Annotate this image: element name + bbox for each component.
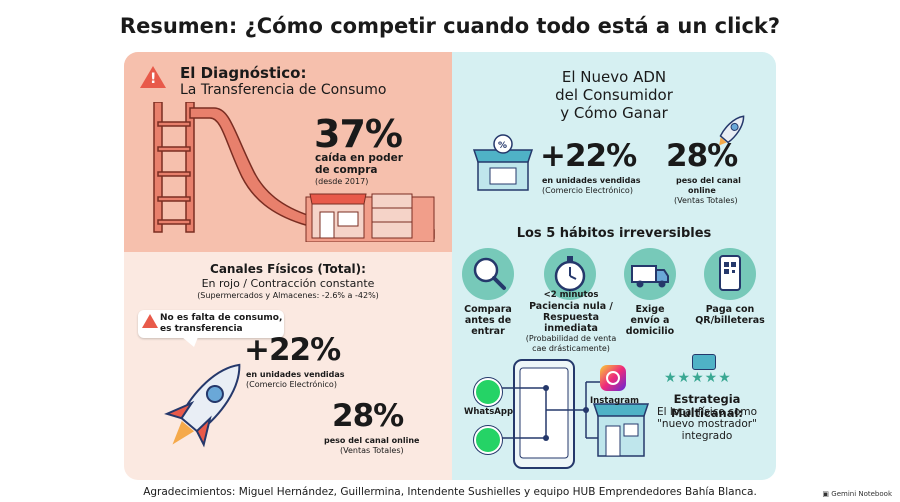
acknowledgements: Agradecimientos: Miguel Hernández, Guill…: [143, 486, 757, 498]
qr-phone-icon: [704, 248, 756, 300]
stat-37-value: 37%: [314, 112, 403, 156]
adn-stat-22-value: +22%: [540, 138, 637, 174]
online-store-icon: %: [472, 134, 534, 191]
diagnostico-subtitle: La Transferencia de Consumo: [180, 82, 387, 98]
truck-icon: [624, 248, 676, 300]
adn-stat-28-line1: peso del canal: [676, 176, 741, 185]
small-rocket-icon: [719, 115, 745, 146]
canales-line: En rojo / Contracción constante: [201, 277, 375, 290]
habit-paciencia-tag: <2 minutos: [543, 290, 599, 300]
svg-text:%: %: [498, 141, 507, 151]
stopwatch-icon: [544, 248, 596, 300]
bubble-warning-icon: [142, 314, 158, 328]
habit-envio: Exige envío a domicilio: [614, 304, 686, 337]
bubble-line2: es transferencia: [160, 324, 243, 334]
whatsapp-icon-2: [474, 426, 502, 454]
stat-37-note: (desde 2017): [315, 177, 369, 186]
rating-stars-icon: ★★★★★: [664, 370, 732, 386]
stat-37-line1: caída en poder: [315, 152, 403, 164]
habit-compara-line3: entrar: [471, 326, 505, 337]
adn-stat-22-note: (Comercio Electrónico): [542, 186, 633, 195]
habit-envio-line3: domicilio: [625, 326, 675, 337]
habit-pago: Paga con QR/billeteras: [684, 304, 776, 326]
habit-compara: Compara antes de entrar: [452, 304, 524, 337]
adn-line1: El Nuevo ADN: [561, 68, 667, 86]
store-icon: [309, 193, 413, 239]
habit-pago-line2: QR/billeteras: [695, 315, 765, 326]
habit-envio-line1: Exige: [635, 304, 665, 315]
habit-paciencia-note1: (Probabilidad de venta: [525, 334, 617, 343]
multicanal-title: Estrategia Multicanal:: [670, 392, 744, 420]
chat-bubbles-icon: [692, 354, 716, 370]
multicanal-line3: integrado: [681, 430, 733, 442]
diagnostico-title: El Diagnóstico:: [180, 64, 307, 82]
stat-28-note: (Ventas Totales): [340, 446, 404, 455]
habit-compara-line2: antes de: [464, 315, 512, 326]
adn-stat-28-line2: online: [688, 186, 716, 195]
stat-28-line: peso del canal online: [324, 436, 420, 445]
habit-paciencia-line1: Paciencia nula /: [529, 301, 613, 312]
speech-bubble: [138, 310, 284, 338]
canales-title: Canales Físicos (Total):: [210, 262, 366, 276]
bubble-line1: No es falta de consumo,: [160, 313, 283, 323]
habit-compara-line1: Compara: [464, 304, 512, 315]
multicanal-line1: El local físico como: [656, 406, 758, 418]
adn-stat-28-value: 28%: [666, 138, 738, 174]
stat-22-line: en unidades vendidas: [246, 370, 345, 379]
multicanal-diagram: [496, 359, 650, 469]
adn-title: El Nuevo ADN del Consumidor y Cómo Ganar: [452, 68, 776, 122]
badge-label: Gemini Notebook: [831, 490, 892, 498]
diagnostico-panel: ! El Diagnóstico: La Transferencia de Co…: [124, 52, 452, 480]
habit-pago-line1: Paga con: [705, 304, 755, 315]
stat-22-value: +22%: [244, 332, 341, 368]
instagram-icon: [600, 365, 626, 391]
bubble-tail: [182, 337, 198, 347]
habit-envio-line2: envío a: [630, 315, 670, 326]
magnifier-icon: [462, 248, 514, 300]
canales-note: (Supermercados y Almacenes: -2.6% a -42%…: [197, 291, 379, 300]
adn-stat-22-line: en unidades vendidas: [542, 176, 641, 185]
page-title: Resumen: ¿Cómo competir cuando todo está…: [119, 14, 781, 38]
stat-22-note: (Comercio Electrónico): [246, 380, 337, 389]
gemini-notebook-badge: ▣ Gemini Notebook: [822, 490, 892, 498]
warning-icon: !: [140, 66, 166, 88]
whatsapp-icon: [474, 378, 502, 406]
multicanal-line2: "nuevo mostrador": [657, 418, 757, 430]
adn-line3: y Cómo Ganar: [560, 104, 668, 122]
whatsapp-label: WhatsApp: [464, 407, 514, 417]
habit-paciencia: <2 minutos Paciencia nula / Respuesta in…: [516, 290, 626, 354]
adn-line2: del Consumidor: [555, 86, 673, 104]
habits-title: Los 5 hábitos irreversibles: [516, 226, 712, 241]
adn-stat-28-note: (Ventas Totales): [674, 196, 738, 205]
habit-paciencia-line2: Respuesta inmediata: [542, 312, 600, 334]
multicanal-description: El local físico como "nuevo mostrador" i…: [638, 406, 776, 442]
rocket-icon: [164, 363, 241, 448]
habit-paciencia-note2: cae drásticamente): [532, 344, 610, 353]
instagram-label: Instagram: [590, 396, 639, 406]
notebook-icon: ▣: [822, 490, 830, 498]
stat-37-line2: de compra: [315, 164, 378, 176]
stat-28-value: 28%: [332, 398, 404, 434]
adn-panel: El Nuevo ADN del Consumidor y Cómo Ganar…: [452, 52, 776, 480]
